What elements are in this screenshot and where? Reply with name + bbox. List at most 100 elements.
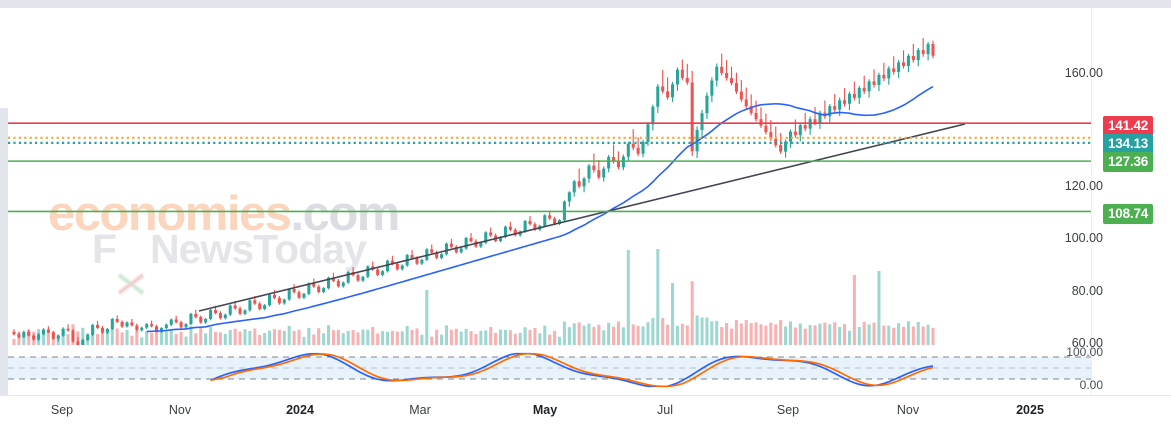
candle-body xyxy=(926,44,930,55)
volume-bar xyxy=(371,327,375,345)
volume-bar xyxy=(277,329,281,345)
candle-body xyxy=(209,310,213,319)
volume-bar xyxy=(317,328,321,345)
volume-bar xyxy=(81,327,85,345)
candle-body xyxy=(803,125,807,129)
candle-body xyxy=(675,69,679,85)
candle-body xyxy=(734,82,738,92)
candle-body xyxy=(440,254,444,258)
volume-bar xyxy=(282,330,286,345)
candle-body xyxy=(51,332,55,339)
pivot-level-badge[interactable]: 134.13 xyxy=(1103,134,1154,154)
candle-body xyxy=(258,303,262,309)
volume-bar xyxy=(243,329,247,345)
time-tick-0: Sep xyxy=(50,403,74,417)
volume-bar xyxy=(818,323,822,345)
moving-average-line xyxy=(146,85,934,333)
candle-body xyxy=(744,99,748,107)
candle-body xyxy=(41,329,46,335)
volume-bar xyxy=(307,327,311,345)
volume-bar xyxy=(331,330,335,345)
candle-body xyxy=(194,313,198,318)
price-tick-4: 60.00 xyxy=(1071,336,1103,350)
candle-body xyxy=(828,106,832,117)
volume-bar xyxy=(882,325,886,345)
candle-body xyxy=(366,266,370,277)
candle-body xyxy=(218,313,222,319)
volume-bar xyxy=(22,333,26,345)
candle-body xyxy=(145,324,149,328)
volume-bar xyxy=(852,275,856,345)
candle-body xyxy=(715,66,719,81)
volume-bar xyxy=(597,324,601,345)
price-tick-0: 160.00 xyxy=(1064,66,1103,80)
volume-bar xyxy=(867,324,871,345)
oscillator-svg xyxy=(8,352,1091,388)
candle-body xyxy=(263,305,267,309)
volume-bar xyxy=(218,332,222,345)
volume-bar xyxy=(189,326,193,345)
candle-body xyxy=(843,100,847,104)
volume-bar xyxy=(150,332,154,345)
levels-layer xyxy=(8,122,1091,213)
candle-body xyxy=(400,265,404,270)
price-axis[interactable]: 160.00 120.00 100.00 80.00 60.00 141.42 134.1… xyxy=(1065,0,1171,428)
candle-body xyxy=(96,324,100,328)
price-tick-2: 100.00 xyxy=(1064,231,1103,245)
support-level-badge[interactable]: 127.36 xyxy=(1103,152,1154,172)
volume-bar xyxy=(567,327,571,345)
candle-body xyxy=(469,237,473,242)
candle-body xyxy=(567,192,571,202)
candle-body xyxy=(508,226,512,230)
volume-bar xyxy=(833,322,837,345)
candle-body xyxy=(140,327,144,331)
candle-body xyxy=(435,252,439,258)
volume-bar xyxy=(616,321,620,345)
volume-bar xyxy=(395,331,399,345)
volume-bar xyxy=(754,322,758,345)
volume-bar xyxy=(897,323,901,345)
candle-body xyxy=(204,318,208,323)
candle-body xyxy=(174,319,178,323)
candle-body xyxy=(12,331,16,335)
volume-bar xyxy=(489,326,493,345)
candle-body xyxy=(81,340,85,345)
candle-body xyxy=(523,220,527,232)
candle-body xyxy=(430,249,434,253)
candle-body xyxy=(100,327,104,333)
candle-body xyxy=(661,86,665,92)
candle-body xyxy=(833,106,837,110)
candle-body xyxy=(788,131,793,142)
candle-body xyxy=(91,324,95,335)
volume-bar xyxy=(174,333,178,345)
volume-bar xyxy=(587,323,591,345)
volume-bar xyxy=(223,333,227,345)
oscillator-plot-area[interactable] xyxy=(8,345,1091,395)
resistance-level-badge[interactable]: 141.42 xyxy=(1103,116,1154,136)
candle-body xyxy=(449,243,453,247)
volume-bar xyxy=(528,329,532,345)
candle-body xyxy=(818,112,822,123)
volume-bar xyxy=(607,322,611,345)
candle-body xyxy=(327,277,331,289)
volume-bar xyxy=(381,331,385,345)
candle-body xyxy=(189,313,193,325)
volume-bar xyxy=(155,329,159,345)
candle-body xyxy=(27,331,31,336)
volume-bar xyxy=(577,322,581,345)
time-tick-3: Mar xyxy=(409,403,431,417)
volume-bar xyxy=(838,327,842,345)
volume-bar xyxy=(562,321,566,345)
candle-body xyxy=(135,325,139,331)
volume-bar xyxy=(892,327,896,345)
volume-bar xyxy=(159,331,163,345)
volume-bar xyxy=(499,329,503,345)
volume-bar xyxy=(592,326,596,345)
lower-support-badge[interactable]: 108.74 xyxy=(1103,204,1154,224)
volume-bar xyxy=(705,317,709,345)
time-axis[interactable]: Sep Nov 2024 Mar May Jul Sep Nov 2025 xyxy=(0,395,1171,428)
candle-body xyxy=(61,328,65,336)
volume-bar xyxy=(169,330,173,345)
price-plot-area[interactable] xyxy=(8,8,1091,345)
candle-body xyxy=(587,165,591,179)
